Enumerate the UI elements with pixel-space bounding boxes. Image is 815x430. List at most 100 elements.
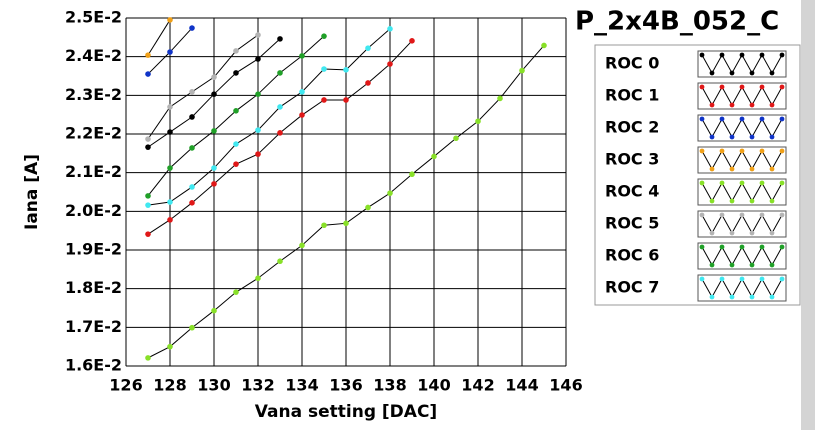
x-tick-label: 146 — [549, 376, 582, 395]
legend-icon-dot — [769, 166, 775, 172]
data-point — [211, 74, 217, 80]
x-axis-label: Vana setting [DAC] — [255, 402, 437, 422]
legend-icon-dot — [759, 52, 765, 58]
data-point — [189, 324, 195, 331]
data-point — [321, 33, 327, 39]
data-point — [145, 355, 151, 361]
data-point — [299, 112, 305, 118]
x-tick-label: 138 — [373, 376, 406, 395]
data-point — [519, 67, 525, 74]
data-point — [321, 66, 327, 72]
data-point — [497, 95, 503, 102]
data-point — [255, 32, 261, 38]
legend-icon-dot — [779, 116, 785, 122]
x-tick-label: 144 — [505, 376, 538, 395]
data-point — [255, 151, 261, 157]
data-point — [343, 67, 349, 73]
legend-icon-dot — [759, 180, 765, 186]
y-tick-label: 2.2E-2 — [65, 124, 122, 143]
data-point — [211, 181, 217, 187]
data-point — [233, 108, 239, 114]
legend-icon-dot — [719, 180, 725, 186]
legend-icon-dot — [699, 276, 705, 282]
legend-icon-dot — [729, 134, 735, 140]
y-tick-label: 2.3E-2 — [65, 85, 122, 104]
legend-icon-dot — [759, 244, 765, 250]
legend-label: ROC 7 — [605, 278, 659, 297]
data-point — [387, 26, 393, 32]
series-line — [147, 34, 259, 140]
x-tick-label: 140 — [417, 376, 450, 395]
data-point — [365, 45, 371, 51]
legend-icon-dot — [759, 148, 765, 154]
y-tick-label: 2.0E-2 — [65, 201, 122, 220]
data-point — [167, 343, 173, 350]
data-point — [321, 97, 327, 103]
y-tick-label: 1.7E-2 — [65, 317, 122, 336]
legend-icon-dot — [699, 116, 705, 122]
legend-icon-dot — [729, 230, 735, 236]
legend-icon-dot — [749, 230, 755, 236]
legend-icon-dot — [769, 230, 775, 236]
legend-icon-dot — [779, 52, 785, 58]
data-point — [387, 61, 393, 67]
legend-icon-dot — [769, 134, 775, 140]
data-point — [233, 141, 239, 147]
legend-icon-dot — [769, 262, 775, 268]
data-point — [409, 38, 415, 44]
legend-icon-dot — [719, 148, 725, 154]
series-line — [147, 19, 171, 56]
legend-icon-dot — [779, 84, 785, 90]
data-point — [145, 202, 151, 208]
legend-label: ROC 1 — [605, 86, 659, 105]
data-point — [277, 104, 283, 110]
legend-icon-dot — [719, 52, 725, 58]
legend-icon-dot — [769, 198, 775, 204]
legend-icon-dot — [739, 276, 745, 282]
data-point — [145, 193, 151, 199]
legend-icon-dot — [709, 102, 715, 108]
legend-icon-dot — [709, 294, 715, 300]
scrollbar[interactable] — [801, 0, 815, 430]
y-tick-label: 2.1E-2 — [65, 162, 122, 181]
y-tick-label: 1.9E-2 — [65, 240, 122, 259]
data-point — [541, 42, 547, 49]
data-point — [189, 25, 195, 31]
legend-icon-dot — [739, 84, 745, 90]
legend-icon-dot — [769, 70, 775, 76]
legend-icon-dot — [699, 212, 705, 218]
data-point — [189, 114, 195, 120]
legend-icon-dot — [759, 84, 765, 90]
legend-label: ROC 5 — [605, 214, 659, 233]
legend-icon-dot — [719, 276, 725, 282]
data-point — [189, 184, 195, 190]
data-point — [255, 91, 261, 97]
legend-icon-dot — [759, 116, 765, 122]
legend-icon-dot — [729, 294, 735, 300]
data-point — [233, 289, 239, 295]
data-point — [211, 165, 217, 171]
data-point — [387, 190, 393, 196]
legend-icon-dot — [759, 212, 765, 218]
data-point — [167, 129, 173, 135]
data-point — [277, 70, 283, 76]
y-tick-label: 2.5E-2 — [65, 8, 122, 27]
data-point — [343, 97, 349, 103]
legend-icon-dot — [729, 198, 735, 204]
legend-icon-dot — [719, 212, 725, 218]
legend-icon-dot — [749, 262, 755, 268]
data-point — [233, 70, 239, 76]
data-point — [167, 199, 173, 205]
legend-icon-dot — [739, 244, 745, 250]
legend-icon-dot — [709, 70, 715, 76]
legend-icon-dot — [759, 276, 765, 282]
legend-icon-dot — [779, 148, 785, 154]
data-point — [431, 153, 437, 160]
legend-icon-dot — [739, 148, 745, 154]
data-point — [475, 118, 481, 125]
data-point — [255, 127, 261, 133]
legend-icon-dot — [699, 180, 705, 186]
data-point — [189, 145, 195, 151]
